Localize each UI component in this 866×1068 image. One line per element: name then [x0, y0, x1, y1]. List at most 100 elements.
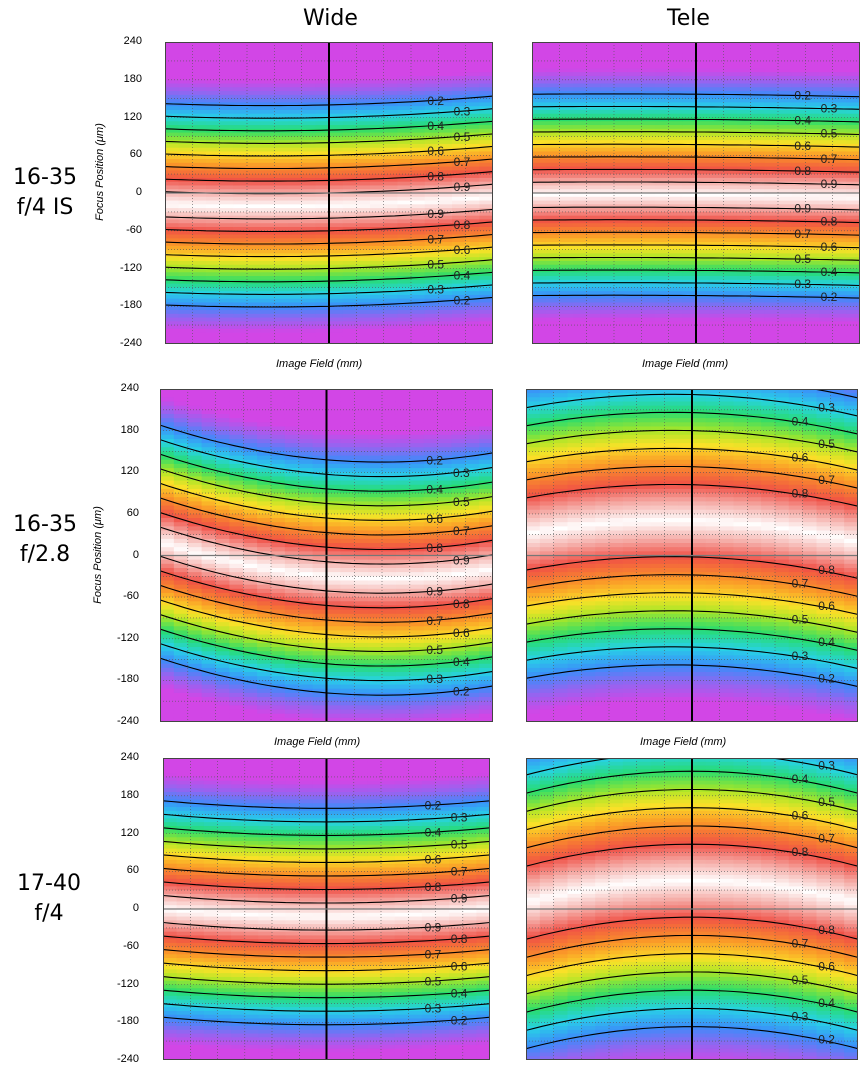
heatmap-cell: [383, 57, 398, 62]
heatmap-cell: [696, 291, 711, 296]
heatmap-cell: [243, 709, 258, 715]
heatmap-cell: [696, 253, 711, 258]
heatmap-cell: [805, 306, 820, 311]
heatmap-cell: [288, 83, 303, 88]
heatmap-cell: [737, 245, 752, 251]
heatmap-cell: [586, 332, 601, 338]
heatmap-cell: [370, 310, 385, 315]
heatmap-cell: [257, 451, 272, 457]
heatmap-cell: [627, 113, 642, 119]
heatmap-cell: [641, 170, 656, 175]
heatmap-cell: [750, 306, 765, 311]
heatmap-cell: [187, 572, 203, 577]
heatmap-cell: [173, 659, 189, 665]
heatmap-cell: [573, 340, 588, 344]
heatmap-cell: [573, 113, 588, 119]
heatmap-cell: [600, 143, 615, 149]
heatmap-cell: [452, 242, 467, 247]
heatmap-cell: [284, 701, 300, 706]
heatmap-cell: [479, 238, 493, 243]
heatmap-cell: [229, 642, 244, 648]
heatmap-cell: [805, 94, 820, 100]
heatmap-cell: [750, 64, 765, 70]
heatmap-cell: [614, 294, 629, 300]
heatmap-cell: [600, 294, 615, 300]
heatmap-cell: [627, 238, 642, 243]
heatmap-cell: [326, 626, 341, 632]
heatmap-cell: [229, 518, 244, 523]
heatmap-cell: [201, 580, 217, 586]
heatmap-cell: [247, 75, 262, 81]
heatmap-cell: [655, 223, 670, 228]
heatmap-cell: [723, 328, 738, 334]
heatmap-cell: [315, 106, 330, 111]
heatmap-cell: [778, 313, 793, 319]
heatmap-cell: [397, 272, 412, 277]
heatmap-cell: [723, 151, 738, 156]
heatmap-cell: [614, 132, 629, 137]
heatmap-cell: [737, 45, 752, 51]
heatmap-cell: [326, 513, 341, 519]
heatmap-cell: [247, 234, 262, 239]
heatmap-cell: [160, 676, 175, 681]
heatmap-cell: [737, 49, 752, 54]
heatmap-cell: [682, 238, 697, 243]
heatmap-cell: [229, 438, 244, 444]
heatmap-cell: [329, 283, 344, 288]
heatmap-cell: [709, 340, 724, 344]
heatmap-cell: [737, 313, 752, 319]
heatmap-cell: [479, 211, 493, 217]
heatmap-cell: [778, 83, 793, 88]
heatmap-cell: [465, 298, 480, 304]
heatmap-cell: [723, 294, 738, 300]
heatmap-cell: [206, 147, 221, 153]
heatmap-cell: [682, 276, 697, 281]
heatmap-cell: [586, 306, 601, 311]
heatmap-cell: [165, 313, 180, 319]
heatmap-cell: [243, 676, 258, 681]
heatmap-cell: [192, 181, 207, 187]
heatmap-cell: [532, 64, 547, 70]
heatmap-cell: [397, 53, 412, 58]
heatmap-cell: [187, 584, 203, 590]
heatmap-cell: [832, 128, 847, 134]
heatmap-cell: [187, 534, 203, 540]
heatmap-cell: [545, 109, 560, 115]
heatmap-cell: [342, 204, 357, 209]
heatmap-cell: [641, 72, 656, 77]
heatmap-cell: [764, 170, 779, 175]
heatmap-cell: [559, 106, 574, 111]
heatmap-cell: [819, 238, 834, 243]
heatmap-cell: [696, 151, 711, 156]
heatmap-cell: [819, 234, 834, 239]
heatmap-cell: [271, 543, 286, 548]
heatmap-cell: [832, 42, 847, 47]
heatmap-cell: [559, 91, 574, 96]
heatmap-cell: [452, 75, 467, 81]
heatmap-cell: [452, 94, 467, 100]
heatmap-cell: [737, 170, 752, 175]
heatmap-cell: [586, 53, 601, 58]
heatmap-cell: [846, 264, 860, 270]
heatmap-cell: [329, 211, 344, 217]
heatmap-cell: [315, 159, 330, 164]
heatmap-cell: [356, 83, 371, 88]
heatmap-cell: [173, 389, 189, 394]
heatmap-cell: [312, 501, 328, 507]
heatmap-cell: [532, 313, 547, 319]
heatmap-cell: [173, 676, 189, 681]
heatmap-cell: [326, 609, 341, 615]
heatmap-cell: [342, 174, 357, 179]
heatmap-cell: [192, 166, 207, 171]
heatmap-cell: [614, 87, 629, 92]
heatmap-cell: [201, 513, 217, 519]
heatmap-cell: [201, 426, 217, 432]
heatmap-cell: [271, 476, 286, 482]
heatmap-cell: [668, 276, 683, 281]
heatmap-cell: [301, 272, 316, 277]
heatmap-cell: [219, 147, 234, 153]
heatmap-cell: [187, 389, 203, 394]
heatmap-cell: [641, 60, 656, 66]
heatmap-cell: [655, 109, 670, 115]
heatmap-cell: [709, 264, 724, 270]
